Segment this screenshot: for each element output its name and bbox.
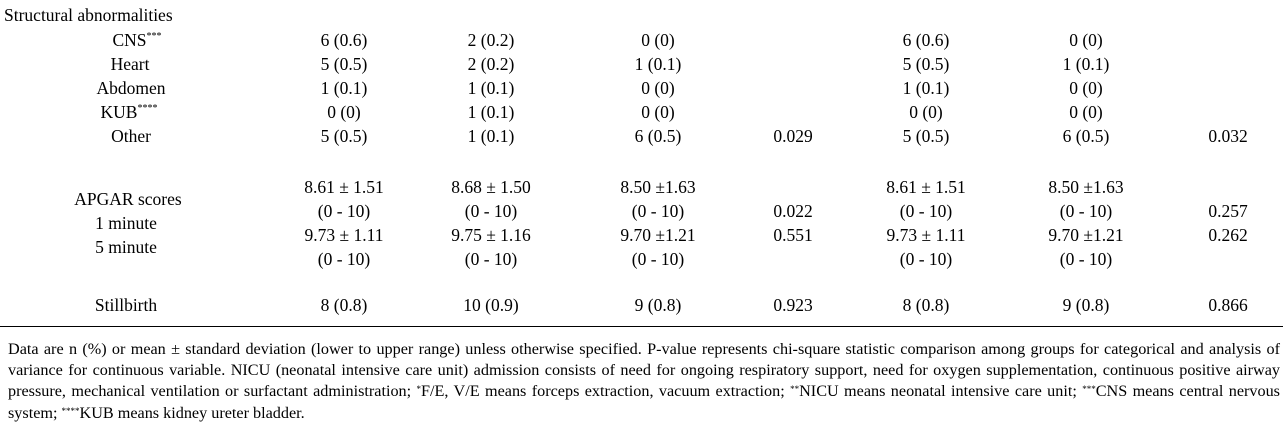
table-cell: 8 (0.8): [320, 295, 368, 315]
footnote-text-5: KUB means kidney ureter bladder.: [79, 403, 305, 422]
table-cell: 10 (0.9): [463, 295, 519, 315]
table-cell: 1 (0.1): [902, 78, 950, 98]
apgar-5-minute-label-text: 5 minute: [95, 237, 157, 257]
footnote-text-4: CNS means central nervous system;: [8, 382, 1280, 422]
row-label: Abdomen: [96, 77, 165, 99]
footnote-text-2: F/E, V/E means forceps extraction, vacuu…: [421, 382, 791, 401]
table-cell: 1 (0.1): [320, 78, 368, 98]
table-cell: 8.50 ±1.63: [1048, 177, 1124, 197]
table-cell: (0 - 10): [631, 249, 685, 269]
table-cell: 0 (0): [641, 78, 675, 98]
table-cell: 9.70 ±1.21: [620, 225, 696, 245]
footnote: Data are n (%) or mean ± standard deviat…: [8, 339, 1280, 424]
table-cell: 8 (0.8): [902, 295, 950, 315]
table-cell: 8.61 ± 1.51: [304, 177, 384, 197]
table-cell: 0 (0): [641, 102, 675, 122]
table-cell: 0.262: [1208, 225, 1248, 245]
table-cell: 2 (0.2): [467, 54, 515, 74]
table-cell: 9 (0.8): [1062, 295, 1110, 315]
table-cell: 0 (0): [1069, 102, 1103, 122]
table-cell: (0 - 10): [464, 201, 518, 221]
footnote-text-1: Data are n (%) or mean ± standard deviat…: [8, 340, 1280, 401]
footnote-marker-1: *: [416, 384, 422, 395]
table-cell: 9.73 ± 1.11: [304, 225, 384, 245]
row-label-text: CNS: [112, 30, 147, 50]
table-cell: 0 (0): [327, 102, 361, 122]
table-cell: 5 (0.5): [902, 126, 950, 146]
row-label-text: Heart: [110, 54, 150, 74]
table-cell: 0 (0): [1069, 30, 1103, 50]
row-label-text: Other: [111, 126, 151, 146]
table-cell: 2 (0.2): [467, 30, 515, 50]
table-cell: (0 - 10): [464, 249, 518, 269]
table-cell: 9.70 ±1.21: [1048, 225, 1124, 245]
table-cell: 8.50 ±1.63: [620, 177, 696, 197]
footnote-divider: [0, 326, 1283, 327]
table-cell: 0 (0): [641, 30, 675, 50]
table-cell: (0 - 10): [899, 201, 953, 221]
apgar-1-minute-label: 1 minute: [95, 212, 157, 234]
table-cell: 0 (0): [1069, 78, 1103, 98]
table-cell: 0.923: [773, 295, 813, 315]
table-cell: 9 (0.8): [634, 295, 682, 315]
apgar-title: APGAR scores: [74, 188, 181, 210]
table-cell: 0.032: [1208, 126, 1248, 146]
table-cell: 6 (0.5): [1062, 126, 1110, 146]
table-cell: 1 (0.1): [467, 126, 515, 146]
footnote-marker-2: **: [790, 384, 800, 395]
row-label-text: Abdomen: [96, 78, 166, 98]
footnote-marker-3: ***: [1082, 384, 1096, 395]
table-cell: 1 (0.1): [467, 78, 515, 98]
table-cell: 6 (0.5): [634, 126, 682, 146]
table-cell: 0.257: [1208, 201, 1248, 221]
table-cell: (0 - 10): [1059, 201, 1113, 221]
row-label: Heart: [111, 53, 150, 75]
table-cell: (0 - 10): [1059, 249, 1113, 269]
table-cell: 0.551: [773, 225, 813, 245]
table-cell: 6 (0.6): [320, 30, 368, 50]
table-cell: 5 (0.5): [320, 126, 368, 146]
row-label: CNS***: [112, 29, 161, 51]
table-cell: 9.75 ± 1.16: [451, 225, 531, 245]
table-cell: 9.73 ± 1.11: [886, 225, 966, 245]
footnote-marker-4: ****: [61, 405, 80, 416]
table-cell: 0 (0): [909, 102, 943, 122]
stillbirth-label: Stillbirth: [95, 294, 157, 316]
table-cell: 1 (0.1): [634, 54, 682, 74]
table-cell: (0 - 10): [317, 249, 371, 269]
apgar-1-minute-label-text: 1 minute: [95, 213, 157, 233]
table-cell: 0.022: [773, 201, 813, 221]
table-cell: 6 (0.6): [902, 30, 950, 50]
table-cell: (0 - 10): [631, 201, 685, 221]
table-cell: 8.61 ± 1.51: [886, 177, 966, 197]
row-label-footnote-marker: ***: [146, 31, 162, 42]
stillbirth-label-text: Stillbirth: [94, 295, 158, 315]
table-cell: 0.029: [773, 126, 813, 146]
apgar-5-minute-label: 5 minute: [95, 236, 157, 258]
row-label: Other: [111, 125, 151, 147]
table-cell: 5 (0.5): [902, 54, 950, 74]
table-cell: 1 (0.1): [467, 102, 515, 122]
table-cell: 5 (0.5): [320, 54, 368, 74]
table-cell: 8.68 ± 1.50: [451, 177, 531, 197]
table-cell: (0 - 10): [317, 201, 371, 221]
row-label: KUB****: [101, 101, 158, 123]
section-title: Structural abnormalities: [4, 5, 173, 25]
table-cell: (0 - 10): [899, 249, 953, 269]
row-label-footnote-marker: ****: [137, 103, 158, 114]
row-label-text: KUB: [100, 102, 138, 122]
table-cell: 1 (0.1): [1062, 54, 1110, 74]
apgar-title-text: APGAR scores: [74, 189, 182, 209]
table-cell: 0.866: [1208, 295, 1248, 315]
footnote-text-3: NICU means neonatal intensive care unit;: [799, 382, 1083, 401]
